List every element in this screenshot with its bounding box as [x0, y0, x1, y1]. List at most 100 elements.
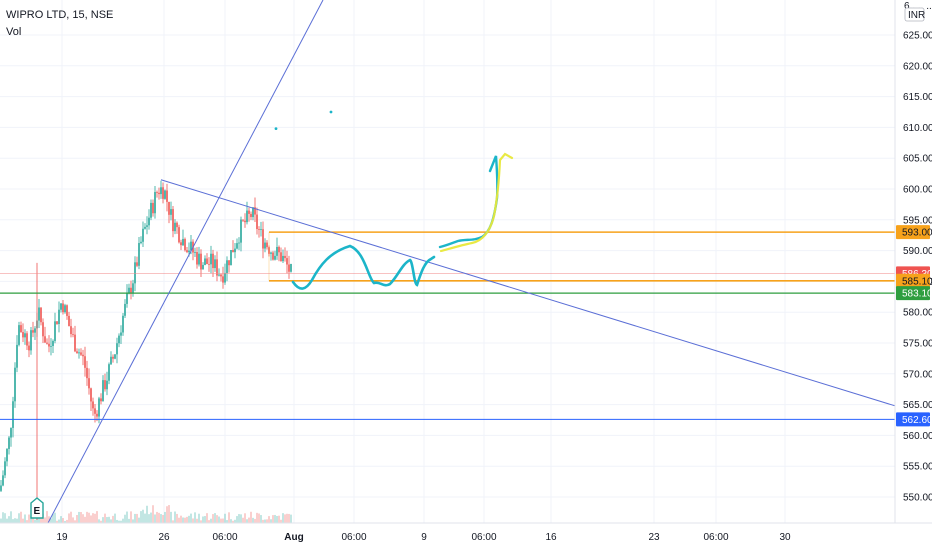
candle-body: [282, 255, 284, 262]
time-tick-label: 30: [779, 532, 791, 543]
volume-bar: [202, 516, 204, 523]
candle-body: [232, 250, 234, 253]
candle-body: [106, 380, 108, 390]
candle-body: [172, 209, 174, 232]
volume-bar: [58, 519, 60, 523]
candle-body: [112, 356, 114, 359]
volume-bar: [140, 511, 142, 523]
volume-bar: [218, 516, 220, 523]
candle-body: [216, 259, 218, 276]
volume-bar: [244, 513, 246, 523]
volume-bar: [210, 518, 212, 523]
volume-bar: [120, 520, 122, 523]
candle-body: [2, 475, 4, 486]
volume-bar: [2, 512, 4, 523]
candle-body: [246, 210, 248, 223]
candle-body: [148, 217, 150, 226]
candle-body: [38, 307, 40, 321]
candle-body: [54, 321, 56, 341]
volume-bar: [238, 514, 240, 523]
volume-bar: [246, 519, 248, 523]
volume-bar: [82, 514, 84, 523]
candle-body: [6, 448, 8, 462]
volume-bar: [220, 518, 222, 523]
price-tick-label: 560.00: [903, 431, 932, 442]
candle-body: [182, 238, 184, 246]
volume-bar: [144, 513, 146, 523]
candle-body: [42, 322, 44, 337]
volume-bar: [228, 512, 230, 523]
volume-bar: [242, 517, 244, 523]
candle-body: [116, 343, 118, 355]
volume-bar: [138, 517, 140, 523]
volume-bar: [264, 519, 266, 523]
candle-body: [100, 398, 102, 402]
candle-body: [50, 345, 52, 347]
candle-body: [122, 315, 124, 333]
price-tick-label: 600.00: [903, 185, 932, 196]
price-tick-label: 550.00: [903, 493, 932, 504]
candle-body: [266, 242, 268, 248]
volume-indicator-label[interactable]: Vol: [6, 26, 21, 38]
candle-body: [0, 485, 2, 491]
candle-body: [196, 252, 198, 265]
candle-body: [222, 276, 224, 283]
volume-bar: [126, 511, 128, 523]
volume-bar: [252, 517, 254, 523]
volume-bar: [106, 517, 108, 523]
candle-body: [226, 260, 228, 273]
candle-body: [156, 192, 158, 193]
candle-body: [66, 305, 68, 316]
volume-bar: [280, 519, 282, 523]
candle-body: [160, 187, 162, 195]
candle-body: [108, 364, 110, 381]
volume-bar: [72, 517, 74, 523]
volume-bar: [70, 511, 72, 523]
volume-bar: [124, 514, 126, 523]
time-tick-label: 06:00: [212, 532, 237, 543]
candle-body: [198, 253, 200, 265]
candle-body: [138, 243, 140, 266]
volume-bar: [224, 513, 226, 523]
volume-bar: [248, 517, 250, 523]
volume-bar: [194, 512, 196, 523]
price-badge-label: 562.60: [902, 415, 932, 426]
candle-body: [24, 333, 26, 338]
volume-bars: [0, 505, 292, 523]
candle-body: [224, 272, 226, 283]
currency-badge[interactable]: [904, 7, 925, 22]
volume-bar: [8, 516, 10, 523]
volume-bar: [170, 511, 172, 523]
volume-bar: [176, 513, 178, 523]
candle-body: [120, 332, 122, 336]
price-badge: [896, 412, 930, 427]
candle-body: [154, 192, 156, 214]
trend-line-rising: [47, 0, 324, 524]
candle-body: [228, 260, 230, 266]
volume-bar: [216, 515, 218, 523]
volume-bar: [94, 513, 96, 523]
volume-bar: [178, 517, 180, 523]
candle-body: [152, 202, 154, 214]
volume-bar: [154, 514, 156, 523]
candle-body: [174, 222, 176, 232]
candle-body: [194, 252, 196, 253]
candle-body: [92, 401, 94, 409]
time-tick-label: 06:00: [471, 532, 496, 543]
candle-body: [94, 408, 96, 414]
volume-bar: [262, 519, 264, 523]
volume-bar: [20, 511, 22, 523]
candle-body: [132, 283, 134, 294]
candle-body: [58, 309, 60, 325]
price-badge: [896, 286, 930, 301]
candle-body: [202, 264, 204, 270]
volume-bar: [132, 519, 134, 523]
symbol-title[interactable]: WIPRO LTD, 15, NSE: [6, 9, 113, 21]
volume-bar: [68, 513, 70, 523]
earnings-marker[interactable]: E: [30, 497, 44, 519]
volume-bar: [236, 516, 238, 523]
volume-bar: [284, 514, 286, 523]
volume-bar: [222, 518, 224, 523]
candle-body: [98, 398, 100, 417]
